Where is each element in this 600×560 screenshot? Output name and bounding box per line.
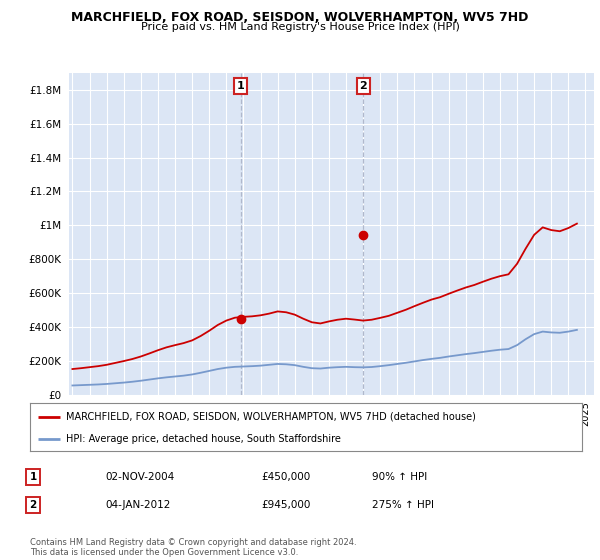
Text: 04-JAN-2012: 04-JAN-2012 bbox=[105, 500, 170, 510]
Text: 2: 2 bbox=[359, 81, 367, 91]
Text: Contains HM Land Registry data © Crown copyright and database right 2024.
This d: Contains HM Land Registry data © Crown c… bbox=[30, 538, 356, 557]
Text: £945,000: £945,000 bbox=[261, 500, 310, 510]
Text: HPI: Average price, detached house, South Staffordshire: HPI: Average price, detached house, Sout… bbox=[66, 434, 341, 444]
Text: 2: 2 bbox=[29, 500, 37, 510]
Text: MARCHFIELD, FOX ROAD, SEISDON, WOLVERHAMPTON, WV5 7HD (detached house): MARCHFIELD, FOX ROAD, SEISDON, WOLVERHAM… bbox=[66, 412, 476, 422]
Text: 90% ↑ HPI: 90% ↑ HPI bbox=[372, 472, 427, 482]
Text: 1: 1 bbox=[237, 81, 245, 91]
Text: £450,000: £450,000 bbox=[261, 472, 310, 482]
Text: 275% ↑ HPI: 275% ↑ HPI bbox=[372, 500, 434, 510]
Text: 02-NOV-2004: 02-NOV-2004 bbox=[105, 472, 174, 482]
Text: MARCHFIELD, FOX ROAD, SEISDON, WOLVERHAMPTON, WV5 7HD: MARCHFIELD, FOX ROAD, SEISDON, WOLVERHAM… bbox=[71, 11, 529, 24]
Text: 1: 1 bbox=[29, 472, 37, 482]
Text: Price paid vs. HM Land Registry's House Price Index (HPI): Price paid vs. HM Land Registry's House … bbox=[140, 22, 460, 32]
